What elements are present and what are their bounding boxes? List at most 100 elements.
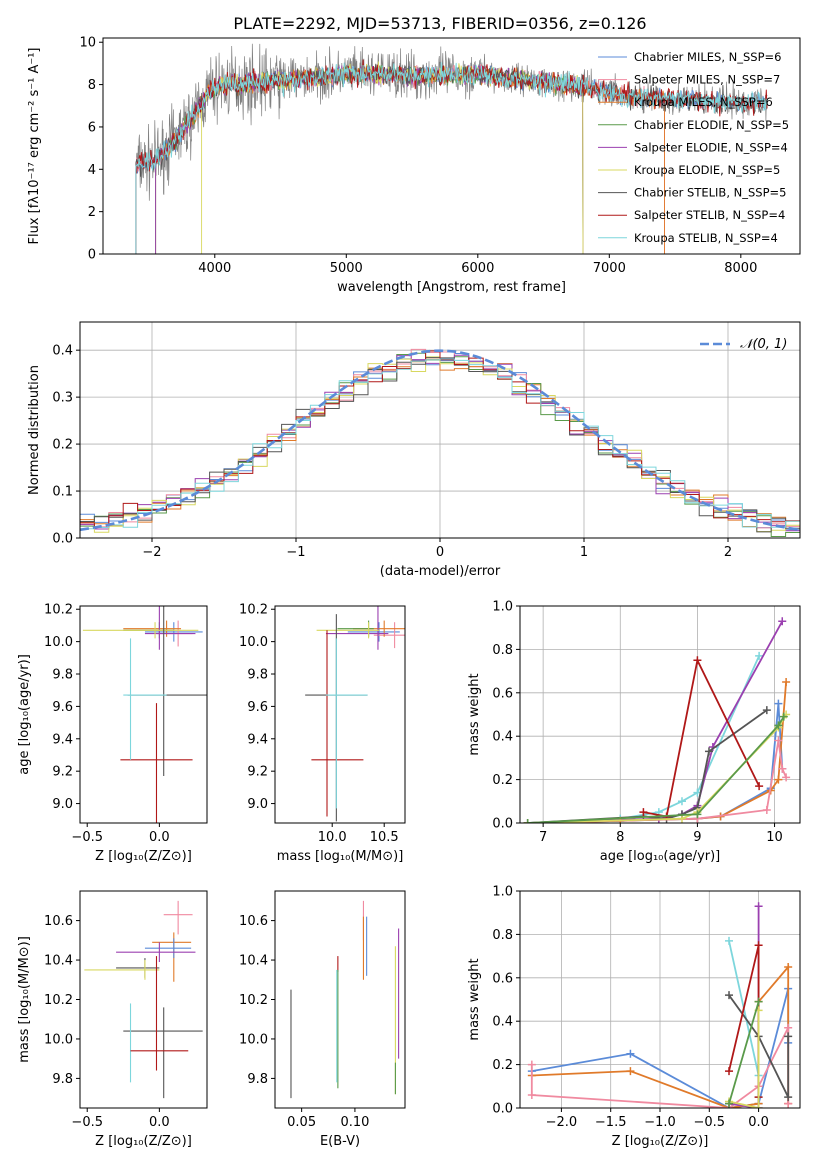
x-tick-label: 6000: [461, 261, 494, 276]
series-chabrier_stelib: [728, 994, 790, 1098]
x-tick-label: −2: [142, 545, 161, 560]
y-tick-label: 0.4: [492, 730, 513, 745]
marker-kroupa_miles: [774, 775, 783, 784]
y-tick-label: 0.0: [492, 1102, 513, 1117]
marker-chabrier_elodie: [693, 810, 702, 819]
x-axis-label: Z [log₁₀(Z/Z⊙)]: [612, 1134, 709, 1149]
series-chabrier_elodie: [728, 1001, 760, 1104]
legend-entry-kroupa_elodie: Kroupa ELODIE, N_SSP=5: [634, 163, 780, 177]
axes-frame: [274, 890, 406, 1109]
y-tick-label: 9.4: [247, 732, 268, 747]
legend-entry-chabrier_elodie: Chabrier ELODIE, N_SSP=5: [634, 118, 789, 132]
y-tick-label: 10.4: [239, 954, 268, 969]
x-tick-label: 4000: [198, 261, 231, 276]
marker-chabrier_miles: [774, 699, 783, 708]
legend-entry-normal: 𝒩(0, 1): [740, 337, 787, 352]
x-tick-label: −1.5: [595, 1115, 627, 1130]
x-axis-label: age [log₁₀(age/yr)]: [600, 849, 721, 864]
marker-chabrier_elodie: [779, 712, 788, 721]
x-tick-label: 10.0: [318, 830, 347, 845]
marker-salpeter_miles: [762, 805, 771, 814]
y-tick-label: 9.8: [247, 668, 268, 683]
marker-chabrier_stelib: [725, 991, 734, 1000]
x-tick-label: 0.05: [287, 1115, 316, 1130]
x-tick-label: −2.0: [546, 1115, 578, 1130]
y-tick-label: 0.6: [492, 971, 513, 986]
series-kroupa_miles: [527, 681, 787, 823]
y-tick-label: 9.0: [247, 797, 268, 812]
legend-entry-chabrier_miles: Chabrier MILES, N_SSP=6: [634, 50, 781, 64]
y-tick-label: 9.6: [247, 700, 268, 715]
panel-mw_vs_age: 7 8 9 10 0.0 0.2 0.4 0.6 0.8 1.0 age [log₁₀(age/yr…: [467, 600, 801, 864]
y-tick-label: 9.8: [247, 1072, 268, 1087]
y-tick-label: 9.8: [52, 1072, 73, 1087]
marker-salpeter_miles: [784, 1023, 793, 1032]
panel-age_vs_Z: −0.5 0.0 9.0 9.2 9.4 9.6 9.8 10.0 10.2 Z [log₁₀(Z…: [17, 603, 208, 864]
y-tick-label: 0.2: [492, 773, 513, 788]
legend-entry-salpeter_elodie: Salpeter ELODIE, N_SSP=4: [634, 140, 788, 154]
x-tick-label: 0.0: [748, 1115, 769, 1130]
y-tick-label: 10.6: [239, 914, 268, 929]
y-tick-label: 0.2: [52, 438, 73, 453]
x-tick-label: 10: [766, 830, 783, 845]
y-tick-label: 1.0: [492, 885, 513, 900]
marker-kroupa_miles: [626, 1067, 635, 1076]
marker-chabrier_stelib: [704, 747, 713, 756]
plot-area: [82, 606, 207, 823]
panel-mass_vs_Z: −0.5 0.0 9.8 10.0 10.2 10.4 10.6 Z [log₁₀(Z/Z⊙)…: [17, 890, 208, 1149]
plot-area: [305, 606, 405, 822]
x-axis-label: Z [log₁₀(Z/Z⊙)]: [95, 1134, 192, 1149]
plot-area: [520, 891, 800, 1108]
panel-mass_vs_ebv: 0.05 0.10 9.8 10.0 10.2 10.4 10.6 E(B-V): [239, 890, 406, 1149]
y-tick-label: 2: [88, 205, 96, 220]
histogram-kroupa_stelib: [80, 358, 800, 533]
plot-area: [520, 606, 800, 823]
axes-frame: [79, 890, 208, 1109]
y-axis-label: age [log₁₀(age/yr)]: [17, 654, 32, 775]
legend-entry-salpeter_stelib: Salpeter STELIB, N_SSP=4: [634, 208, 785, 222]
y-tick-label: 0.4: [492, 1015, 513, 1030]
y-tick-label: 10.6: [44, 914, 73, 929]
y-tick-label: 0: [88, 248, 96, 263]
marker-kroupa_elodie: [677, 814, 686, 823]
x-axis-label: E(B-V): [320, 1134, 360, 1149]
series-kroupa_elodie: [728, 1010, 760, 1108]
x-tick-label: −1.0: [644, 1115, 676, 1130]
model-kroupa_stelib: [135, 62, 768, 254]
y-tick-label: 0.0: [492, 817, 513, 832]
panel-mw_vs_Z: −2.0 −1.5 −1.0 −0.5 0.0 0.0 0.2 0.4 0.6 0.8 1.0 Z […: [467, 885, 801, 1149]
axes-frame: [519, 890, 801, 1109]
panel-residuals: −2 −1 0 1 2 0.0 0.1 0.2 0.3 0.4 (data-model)/error…: [27, 321, 801, 579]
x-tick-label: 7: [539, 830, 547, 845]
marker-salpeter_stelib: [693, 656, 702, 665]
marker-salpeter_miles: [527, 1090, 536, 1099]
panel-spectrum: 4000 5000 6000 7000 8000 0 2 4 6 8 10 wavelength [A…: [27, 14, 801, 295]
marker-salpeter_elodie: [778, 617, 787, 626]
y-tick-label: 9.0: [52, 797, 73, 812]
x-tick-label: −0.5: [71, 1115, 103, 1130]
marker-salpeter_miles: [782, 773, 791, 782]
plot-area: [290, 900, 400, 1099]
y-tick-label: 10.0: [44, 635, 73, 650]
marker-salpeter_miles: [527, 1060, 536, 1069]
marker-salpeter_stelib: [639, 808, 648, 817]
marker-chabrier_miles: [626, 1049, 635, 1058]
y-tick-label: 10.2: [239, 603, 268, 618]
y-tick-label: 0.8: [492, 643, 513, 658]
legend-entry-kroupa_miles: Kroupa MILES, N_SSP=6: [634, 95, 773, 109]
y-tick-label: 0.1: [52, 485, 73, 500]
y-tick-label: 10.2: [239, 993, 268, 1008]
marker-kroupa_elodie: [754, 1104, 763, 1108]
y-tick-label: 0.0: [52, 532, 73, 547]
y-tick-label: 0.8: [492, 928, 513, 943]
marker-kroupa_stelib: [755, 651, 764, 660]
axes-frame: [519, 605, 801, 824]
axes-frame: [79, 605, 208, 824]
axes-frame: [274, 605, 406, 824]
x-tick-label: 9: [693, 830, 701, 845]
x-tick-label: 8: [616, 830, 624, 845]
x-tick-label: 7000: [593, 261, 626, 276]
y-tick-label: 10.2: [44, 603, 73, 618]
marker-kroupa_stelib: [725, 936, 734, 945]
y-tick-label: 10.4: [44, 954, 73, 969]
